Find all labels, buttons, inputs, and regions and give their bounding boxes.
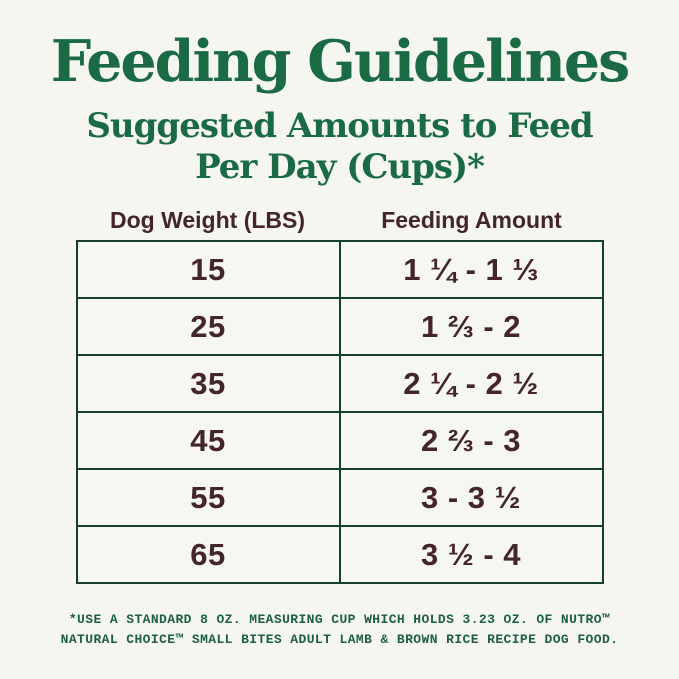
table-row: 35 2 ¼ - 2 ½: [75, 354, 604, 414]
weight-cell: 65: [75, 525, 341, 585]
weight-cell: 25: [75, 297, 341, 357]
table-row: 15 1 ¼ - 1 ⅓: [75, 240, 604, 300]
feeding-table-area: Dog Weight (LBS) Feeding Amount 15 1 ¼ -…: [75, 207, 604, 585]
table-row: 55 3 - 3 ½: [75, 468, 604, 528]
amount-cell: 3 ½ - 4: [338, 525, 604, 585]
weight-cell: 55: [75, 468, 341, 528]
weight-cell: 45: [75, 411, 341, 471]
page-title: Feeding Guidelines: [50, 28, 631, 95]
table-row: 65 3 ½ - 4: [75, 525, 604, 585]
amount-cell: 2 ⅔ - 3: [338, 411, 604, 471]
amount-cell: 3 - 3 ½: [338, 468, 604, 528]
subtitle-line-1: Suggested Amounts to Feed: [86, 105, 593, 146]
footnote-line-1: *USE A STANDARD 8 OZ. MEASURING CUP WHIC…: [68, 612, 611, 628]
weight-cell: 35: [75, 354, 341, 414]
table-row: 25 1 ⅔ - 2: [75, 297, 604, 357]
table-row: 45 2 ⅔ - 3: [75, 411, 604, 471]
amount-cell: 1 ⅔ - 2: [338, 297, 604, 357]
amount-cell: 1 ¼ - 1 ⅓: [338, 240, 604, 300]
amount-cell: 2 ¼ - 2 ½: [338, 354, 604, 414]
feeding-table: 15 1 ¼ - 1 ⅓ 25 1 ⅔ - 2 35 2 ¼ - 2 ½ 45 …: [75, 240, 604, 585]
column-header-feeding-amount: Feeding Amount: [381, 207, 562, 234]
table-header-row: Dog Weight (LBS) Feeding Amount: [76, 207, 604, 234]
subtitle-line-2: Per Day (Cups)*: [195, 146, 485, 187]
page-subtitle: Suggested Amounts to Feed Per Day (Cups)*: [0, 106, 679, 188]
weight-cell: 15: [75, 240, 341, 300]
column-header-dog-weight: Dog Weight (LBS): [109, 207, 306, 234]
footnote-line-2: NATURAL CHOICE™ SMALL BITES ADULT LAMB &…: [60, 631, 619, 647]
footnote: *USE A STANDARD 8 OZ. MEASURING CUP WHIC…: [0, 610, 679, 649]
